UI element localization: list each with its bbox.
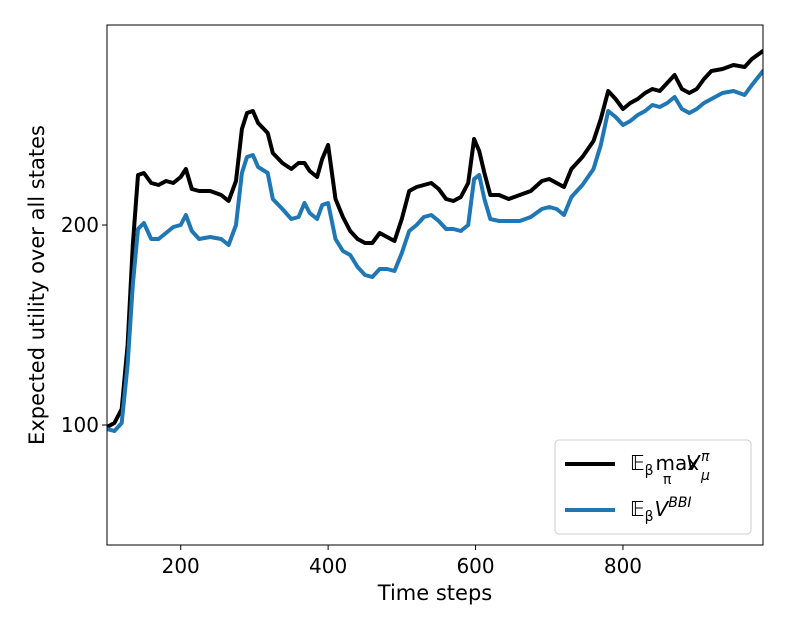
x-tick-label: 800 <box>604 554 642 578</box>
legend-expectation-symbol: 𝔼 <box>630 451 645 475</box>
y-tick-label: 100 <box>61 413 99 437</box>
x-tick-label: 200 <box>162 554 200 578</box>
x-tick-label: 600 <box>456 554 494 578</box>
series-lines <box>107 49 763 433</box>
legend-expectation-symbol: 𝔼 <box>630 497 645 521</box>
series-line-bbi-value <box>107 69 763 433</box>
legend: 𝔼β max πVπ μ 𝔼βVBBI <box>554 439 752 535</box>
y-tick-label: 200 <box>61 213 99 237</box>
legend-subscript: β <box>645 463 654 479</box>
y-axis-label: Expected utility over all states <box>25 125 49 445</box>
legend-subscript: β <box>645 509 654 525</box>
legend-label-bbi-value: 𝔼βVBBI <box>630 495 692 525</box>
x-tick-label: 400 <box>309 554 347 578</box>
legend-superscript: BBI <box>668 495 691 511</box>
legend-label-max-value: 𝔼β max πVπ μ <box>630 449 710 488</box>
legend-max-operator: max <box>656 451 700 475</box>
x-axis-label: Time steps <box>377 581 492 605</box>
plot-frame <box>106 24 764 546</box>
legend-value-symbol: V <box>686 451 701 475</box>
legend-value-symbol: V <box>655 497 670 521</box>
legend-max-subscript: π <box>663 472 672 488</box>
series-line-max-value <box>107 49 763 429</box>
legend-superscript: π <box>701 449 710 465</box>
legend-subscript: μ <box>700 468 710 484</box>
axis-ticks: 200 400 600 800 100 200 <box>61 213 642 578</box>
